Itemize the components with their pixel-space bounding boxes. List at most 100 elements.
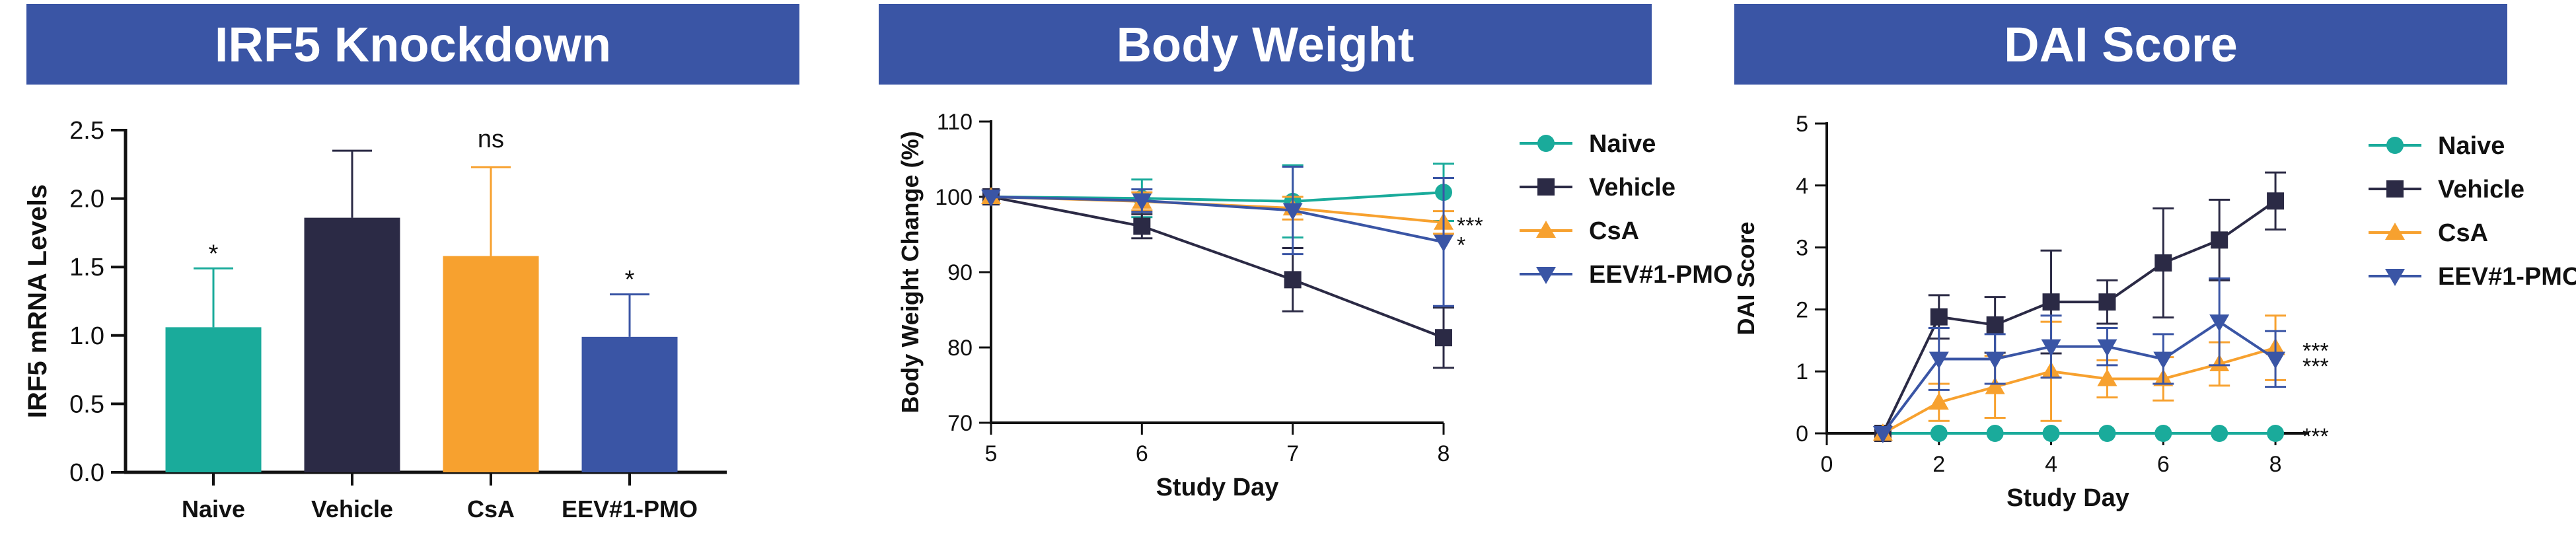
chart2-legend-label-3: EEV#1-PMO (1589, 261, 1733, 289)
chart1-ytick-label-0: 0.0 (69, 459, 104, 487)
chart3-point-Naive-7 (2267, 425, 2285, 442)
chart3-series-line-CsA (1882, 346, 2276, 435)
chart1-category-label-0: Naive (182, 495, 245, 523)
chart2-point-EEV#1-PMO-3 (1434, 235, 1454, 252)
chart3-point-Vehicle-6 (2211, 231, 2228, 249)
chart1-ytick-label-1: 0.5 (69, 390, 104, 418)
chart3-x-axis-label: Study Day (2006, 484, 2129, 512)
chart1-y-axis-label: IRF5 mRNA Levels (23, 184, 52, 418)
chart3-legend-label-2: CsA (2438, 219, 2488, 247)
chart2-ytick-label-0: 70 (947, 411, 973, 436)
chart2-legend-marker-3 (1536, 267, 1556, 284)
chart3-point-Vehicle-3 (2042, 293, 2060, 311)
chart3-legend-label-0: Naive (2438, 132, 2505, 160)
chart3-point-CsA-1 (1929, 392, 1949, 410)
chart2-annotation-0: *** (1457, 213, 1483, 238)
chart2-point-Vehicle-2 (1284, 271, 1302, 289)
chart2-annotation-1: * (1457, 233, 1465, 258)
chart3-point-Vehicle-7 (2267, 192, 2285, 210)
chart1-ytick-label-3: 1.5 (69, 254, 104, 281)
chart1-annotation-2: ns (478, 126, 504, 153)
chart2-title-banner: Body Weight (879, 4, 1652, 85)
chart3-legend-label-3: EEV#1-PMO (2438, 263, 2576, 291)
chart3-point-Vehicle-2 (1986, 316, 2004, 334)
chart3-annotation-1: *** (2302, 354, 2329, 379)
chart3-point-EEV#1-PMO-0 (1872, 426, 1893, 443)
chart3-xtick-label-4: 8 (2269, 452, 2282, 477)
chart1-annotation-0: * (209, 240, 219, 268)
chart3-legend-marker-0 (2386, 137, 2404, 154)
chart1-annotation-3: * (625, 266, 635, 294)
chart3-point-EEV#1-PMO-3 (2041, 339, 2061, 357)
chart2-legend-marker-0 (1537, 135, 1555, 152)
chart2-x-axis-label: Study Day (1156, 474, 1279, 501)
chart3-point-Naive-3 (2042, 425, 2060, 442)
chart2-point-EEV#1-PMO-2 (1282, 203, 1303, 221)
chart2-legend-label-0: Naive (1589, 130, 1656, 158)
chart1-bar-Vehicle (304, 217, 400, 472)
chart1-bar-Naive (165, 327, 262, 472)
chart2-ytick-label-2: 90 (947, 260, 973, 285)
chart3-point-EEV#1-PMO-6 (2209, 314, 2230, 332)
chart2-point-Vehicle-3 (1435, 329, 1452, 347)
chart1-category-label-1: Vehicle (311, 495, 393, 523)
chart3-ytick-label-1: 1 (1796, 359, 1808, 384)
chart3-point-EEV#1-PMO-7 (2265, 351, 2286, 369)
chart3-point-Naive-6 (2211, 425, 2228, 442)
chart2-series-line-EEV#1-PMO (990, 196, 1444, 244)
chart3-point-EEV#1-PMO-4 (2097, 339, 2117, 357)
chart3-legend-marker-3 (2385, 269, 2405, 286)
chart3-ytick-label-5: 5 (1796, 112, 1808, 137)
chart3-xtick-label-1: 2 (1932, 452, 1945, 477)
chart2-legend-marker-1 (1537, 178, 1555, 196)
chart2-ytick-label-4: 110 (937, 110, 973, 135)
chart3-y-axis-label: DAI Score (1732, 221, 1759, 335)
chart3-annotation-0: *** (2302, 339, 2329, 364)
chart3-legend-label-1: Vehicle (2438, 176, 2524, 203)
chart3-ytick-label-0: 0 (1796, 421, 1808, 447)
chart2-legend-marker-2 (1536, 221, 1556, 238)
chart2-xtick-label-1: 6 (1136, 441, 1148, 466)
chart2-legend-label-1: Vehicle (1589, 174, 1675, 201)
chart1-bar-CsA (443, 256, 539, 472)
chart3-point-EEV#1-PMO-5 (2153, 351, 2174, 369)
chart1-category-label-3: EEV#1-PMO (562, 495, 698, 523)
chart1-bar-EEV#1-PMO (581, 336, 678, 472)
chart2-xtick-label-0: 5 (985, 441, 998, 466)
chart2-point-Vehicle-1 (1133, 217, 1151, 235)
chart3-point-Naive-2 (1986, 425, 2004, 442)
chart2-xtick-label-2: 7 (1286, 441, 1299, 466)
chart3-ytick-label-4: 4 (1796, 174, 1808, 199)
chart3-ytick-label-3: 3 (1796, 236, 1808, 261)
chart3-point-Vehicle-5 (2154, 254, 2172, 272)
chart1-ytick-label-4: 2.0 (69, 186, 104, 213)
chart1-category-label-2: CsA (467, 495, 515, 523)
chart3-xtick-label-3: 6 (2157, 452, 2170, 477)
chart3-point-Naive-5 (2154, 425, 2172, 442)
chart1-ytick-label-2: 1.0 (69, 322, 104, 350)
chart3-point-Vehicle-1 (1930, 308, 1948, 326)
chart2-legend-label-2: CsA (1589, 217, 1639, 245)
chart3-point-Naive-4 (2098, 425, 2116, 442)
chart3-point-CsA-4 (2097, 369, 2117, 386)
chart2-ytick-label-3: 100 (935, 185, 973, 210)
chart2-xtick-label-3: 8 (1438, 441, 1450, 466)
chart3-annotation-2: *** (2302, 424, 2329, 449)
chart2-point-EEV#1-PMO-1 (1132, 193, 1152, 211)
chart3-series-line-EEV#1-PMO (1882, 320, 2277, 435)
chart3-point-CsA-2 (1985, 377, 2005, 394)
chart2-ytick-label-1: 80 (947, 336, 973, 361)
chart3-xtick-label-0: 0 (1821, 452, 1833, 477)
chart1-ytick-label-5: 2.5 (69, 117, 104, 145)
chart2-y-axis-label: Body Weight Change (%) (897, 131, 924, 413)
chart3-point-Vehicle-4 (2098, 293, 2116, 311)
chart3-point-EEV#1-PMO-1 (1929, 351, 1949, 369)
chart3-series-line-Vehicle (1882, 199, 2277, 434)
chart3-point-EEV#1-PMO-2 (1985, 351, 2005, 369)
chart3-ytick-label-2: 2 (1796, 297, 1808, 322)
chart3-legend-marker-1 (2386, 180, 2404, 198)
chart2-point-EEV#1-PMO-0 (981, 190, 1001, 207)
chart2-series-line-Vehicle (990, 196, 1444, 340)
chart3-title-banner: DAI Score (1734, 4, 2507, 85)
